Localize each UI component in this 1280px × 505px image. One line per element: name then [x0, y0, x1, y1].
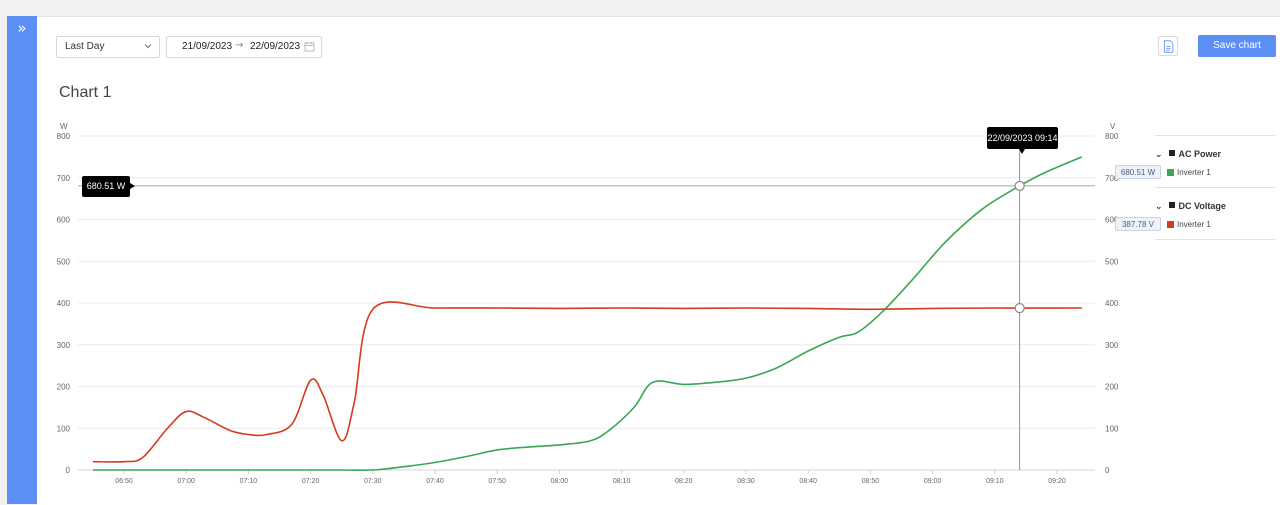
legend-divider — [1155, 239, 1276, 240]
period-select-value: Last Day — [65, 41, 105, 52]
export-button[interactable] — [1158, 36, 1178, 56]
legend-series-dc-inverter-1[interactable]: Inverter 1 — [1167, 220, 1211, 229]
series-line-ac-power[interactable] — [92, 156, 1083, 472]
top-bar — [0, 0, 1280, 6]
save-chart-button[interactable]: Save chart — [1198, 35, 1276, 57]
y-tick-label-right: 0 — [1105, 466, 1110, 475]
x-tick-label: 06:50 — [115, 478, 133, 485]
chart-title: Chart 1 — [59, 84, 112, 101]
date-range-picker[interactable]: 21/09/2023 → 22/09/2023 — [166, 36, 322, 58]
legend-group-square — [1168, 202, 1175, 208]
x-tick-label: 09:00 — [924, 478, 942, 485]
legend-value-ac-power: 680.51 W — [1115, 165, 1161, 179]
x-tick-label: 07:30 — [364, 478, 382, 485]
legend-divider — [1155, 135, 1276, 136]
file-export-icon — [1163, 40, 1174, 53]
x-tick-label: 07:40 — [426, 478, 444, 485]
x-tick-label: 08:40 — [799, 478, 817, 485]
legend-group-square — [1168, 150, 1175, 156]
legend-series-label: Inverter 1 — [1177, 168, 1211, 177]
y-tick-label-right: 100 — [1105, 424, 1119, 433]
x-tick-label: 07:20 — [302, 478, 320, 485]
hover-point-marker — [1014, 180, 1025, 191]
x-tick-label: 09:20 — [1048, 478, 1066, 485]
legend-group-label: DC Voltage — [1178, 201, 1226, 211]
x-tick-label: 08:10 — [613, 478, 631, 485]
chevron-down-icon[interactable]: ⌄ — [1155, 202, 1163, 212]
chart-panel — [37, 16, 1280, 505]
legend-swatch — [1167, 169, 1174, 176]
x-tick-label: 08:20 — [675, 478, 693, 485]
y-tick-label-right: 500 — [1105, 257, 1119, 266]
y-tick-label-left: 100 — [57, 424, 71, 433]
y-tick-label-right: 400 — [1105, 299, 1119, 308]
x-tick-label: 07:10 — [240, 478, 258, 485]
x-tick-label: 08:50 — [862, 478, 880, 485]
y-tick-label-left: 700 — [57, 174, 71, 183]
y-axis-unit-left: W — [60, 122, 68, 131]
legend-group-dc-voltage[interactable]: ⌄ DC Voltage — [1155, 201, 1226, 212]
legend-series-label: Inverter 1 — [1177, 220, 1211, 229]
y-tick-label-left: 600 — [57, 216, 71, 225]
y-tick-label-left: 500 — [57, 257, 71, 266]
y-tick-label-right: 700 — [1105, 174, 1119, 183]
legend-swatch — [1167, 221, 1174, 228]
y-tick-label-right: 300 — [1105, 341, 1119, 350]
crosshair-time-tooltip: 22/09/2023 09:14 — [987, 127, 1058, 154]
y-tick-label-left: 400 — [57, 299, 71, 308]
hover-point-marker — [1014, 303, 1025, 314]
y-axis-unit-right: V — [1110, 122, 1116, 131]
calendar-icon[interactable] — [304, 41, 315, 52]
legend-group-label: AC Power — [1178, 149, 1222, 159]
y-tick-label-right: 800 — [1105, 132, 1119, 141]
series-line-dc-voltage[interactable] — [92, 301, 1082, 463]
x-tick-label: 08:00 — [551, 478, 569, 485]
x-tick-label: 08:30 — [737, 478, 755, 485]
x-tick-label: 07:00 — [177, 478, 195, 485]
chevron-down-icon — [144, 44, 152, 49]
x-tick-label: 09:10 — [986, 478, 1004, 485]
y-tick-label-left: 800 — [57, 132, 71, 141]
x-tick-label: 07:50 — [488, 478, 506, 485]
date-start[interactable]: 21/09/2023 — [182, 41, 233, 52]
period-select[interactable]: Last Day — [56, 36, 160, 58]
legend-series-ac-inverter-1[interactable]: Inverter 1 — [1167, 168, 1211, 177]
chevron-down-icon[interactable]: ⌄ — [1155, 150, 1163, 160]
legend-group-ac-power[interactable]: ⌄ AC Power — [1155, 149, 1221, 160]
crosshair-value-tooltip: 680.51 W — [82, 176, 135, 197]
date-end[interactable]: 22/09/2023 — [250, 41, 301, 52]
y-tick-label-right: 200 — [1105, 383, 1119, 392]
legend-divider — [1155, 187, 1276, 188]
legend-value-dc-voltage: 387.78 V — [1115, 217, 1161, 231]
sidebar: » — [7, 16, 37, 504]
double-chevron-right-icon[interactable]: » — [17, 19, 27, 37]
y-tick-label-right: 600 — [1105, 216, 1119, 225]
y-tick-label-left: 0 — [66, 466, 71, 475]
date-range-arrow: → — [235, 40, 244, 51]
y-tick-label-left: 300 — [57, 341, 71, 350]
y-tick-label-left: 200 — [57, 383, 71, 392]
